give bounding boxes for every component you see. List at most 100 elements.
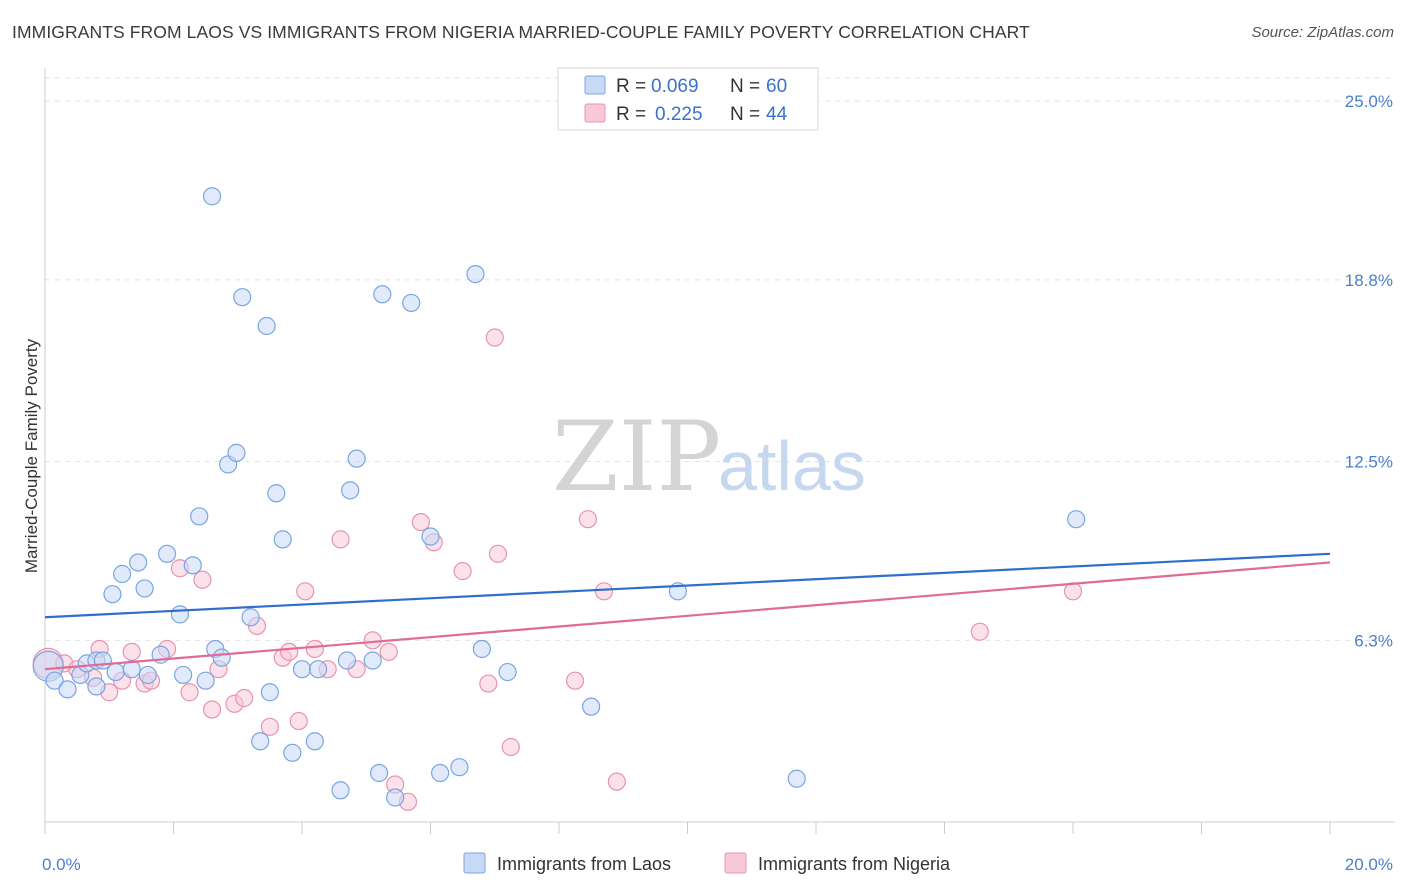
laos-point-49 [450, 758, 469, 777]
chart-title: IMMIGRANTS FROM LAOS VS IMMIGRANTS FROM … [12, 22, 1030, 42]
axes [44, 68, 1395, 834]
laos-point-55 [787, 769, 806, 788]
watermark-atlas: atlas [718, 427, 866, 505]
laos-point-44 [370, 763, 389, 783]
laos-point-42 [363, 651, 382, 670]
nigeria-point-29 [379, 642, 398, 661]
laos-point-17 [170, 605, 190, 624]
bottom-legend-swatch-nigeria [724, 852, 747, 874]
nigeria-point-13 [193, 570, 212, 589]
y-tick-label-3: 25.0% [1345, 92, 1393, 111]
bottom-legend: Immigrants from Laos Immigrants from Nig… [463, 852, 951, 874]
nigeria-point-23 [296, 582, 315, 601]
legend-swatch-nigeria [584, 103, 606, 123]
nigeria-point-14 [202, 700, 222, 719]
nigeria-point-19 [260, 717, 279, 736]
laos-point-26 [227, 443, 246, 462]
bottom-legend-label-nigeria: Immigrants from Nigeria [758, 854, 951, 874]
laos-point-19 [183, 556, 202, 575]
laos-point-6 [87, 677, 106, 696]
laos-point-37 [308, 660, 328, 679]
nigeria-point-7 [122, 642, 141, 661]
nigeria-point-42 [607, 772, 626, 791]
laos-point-20 [190, 507, 209, 526]
laos-point-46 [402, 293, 421, 313]
nigeria-point-41 [594, 582, 614, 601]
legend-r-label-nigeria: R = [616, 104, 646, 125]
laos-point-28 [241, 608, 260, 627]
laos-point-29 [251, 732, 270, 751]
y-tick-label-1: 12.5% [1345, 453, 1393, 472]
legend-swatch-laos [584, 75, 606, 95]
laos-points [32, 187, 1086, 807]
laos-point-40 [341, 481, 360, 500]
legend-r-value-laos: 0.069 [651, 76, 699, 97]
nigeria-point-26 [331, 530, 350, 549]
watermark-zip: ZIP [552, 401, 721, 513]
laos-point-7 [103, 585, 122, 604]
laos-point-13 [135, 579, 154, 598]
laos-point-12 [122, 660, 141, 679]
y-axis-title: Married-Couple Family Poverty [22, 338, 41, 573]
laos-point-34 [283, 743, 302, 762]
nigeria-point-21 [280, 642, 299, 661]
x-tick-labels: 0.0% 20.0% [42, 855, 1393, 874]
laos-point-35 [292, 660, 312, 679]
nigeria-point-43 [970, 622, 989, 641]
laos-point-38 [331, 781, 350, 800]
laos-point-47 [421, 527, 440, 546]
laos-point-31 [260, 683, 279, 702]
nigeria-point-34 [453, 562, 472, 581]
laos-point-32 [267, 484, 286, 503]
nigeria-point-12 [180, 683, 199, 702]
source-label: Source: ZipAtlas.com [1251, 24, 1394, 41]
laos-point-50 [472, 639, 491, 659]
laos-point-43 [373, 285, 392, 304]
nigeria-point-36 [485, 328, 504, 347]
laos-point-30 [257, 316, 276, 336]
laos-point-51 [466, 264, 485, 284]
laos-point-9 [106, 662, 125, 682]
nigeria-point-38 [501, 737, 520, 757]
y-tick-label-0: 6.3% [1354, 631, 1393, 650]
legend-r-value-nigeria: 0.225 [655, 104, 703, 125]
legend-n-label-laos: N = [730, 76, 760, 97]
bottom-legend-swatch-laos [463, 852, 486, 874]
gridlines [45, 77, 1395, 641]
laos-point-39 [337, 651, 357, 670]
nigeria-point-32 [411, 512, 430, 532]
laos-point-52 [498, 662, 517, 682]
laos-point-18 [174, 665, 193, 685]
laos-point-53 [582, 697, 601, 716]
laos-point-11 [129, 553, 148, 572]
bottom-legend-label-laos: Immigrants from Laos [497, 854, 671, 874]
laos-point-10 [112, 564, 132, 584]
laos-point-27 [233, 288, 252, 307]
legend-r-label-laos: R = [616, 76, 646, 97]
y-tick-labels: 6.3% 12.5% 18.8% 25.0% [1345, 92, 1393, 650]
laos-point-36 [305, 732, 324, 751]
nigeria-trendline [44, 561, 1331, 671]
laos-point-24 [212, 648, 231, 667]
nigeria-point-37 [488, 544, 508, 563]
laos-point-48 [431, 763, 450, 783]
legend-n-value-nigeria: 44 [766, 104, 788, 125]
x-tick-label-0: 0.0% [42, 855, 81, 874]
laos-point-56 [1067, 510, 1086, 529]
legend-n-label-nigeria: N = [730, 104, 760, 125]
laos-point-14 [138, 665, 157, 685]
laos-point-16 [157, 544, 177, 563]
laos-trendline [44, 552, 1331, 619]
nigeria-point-24 [305, 639, 324, 659]
trendlines [44, 552, 1331, 671]
laos-point-2 [58, 680, 77, 699]
legend-n-value-laos: 60 [766, 76, 787, 97]
nigeria-point-17 [235, 688, 254, 708]
stats-legend: R = 0.069 N = 60 R = 0.225 N = 44 [557, 67, 819, 131]
laos-point-45 [386, 788, 405, 807]
laos-point-22 [202, 187, 222, 206]
nigeria-point-28 [363, 631, 382, 650]
laos-point-1 [45, 671, 64, 690]
nigeria-point-35 [479, 674, 498, 693]
